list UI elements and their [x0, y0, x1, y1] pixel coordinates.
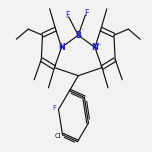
Text: +: +: [96, 42, 101, 47]
Text: N: N: [58, 43, 65, 52]
Text: F: F: [65, 11, 69, 20]
Text: ⁻: ⁻: [80, 30, 83, 35]
Text: F: F: [85, 9, 89, 18]
Text: Cl: Cl: [55, 133, 61, 139]
Text: B: B: [75, 31, 81, 40]
Text: F: F: [52, 105, 56, 111]
Text: N: N: [92, 43, 98, 52]
